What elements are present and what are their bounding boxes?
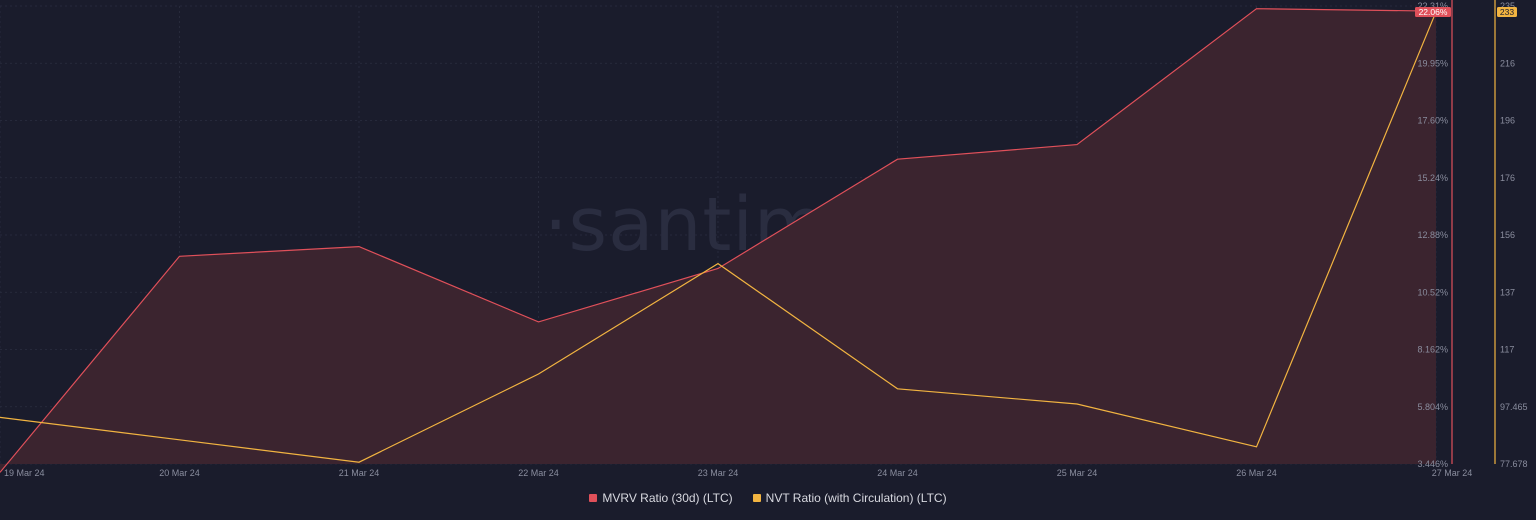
nvt-y-tick-label: 156 <box>1500 230 1515 240</box>
nvt-y-tick-label: 77.678 <box>1500 459 1528 469</box>
mvrv-y-tick-label: 5.804% <box>1417 402 1448 412</box>
mvrv-y-tick-label: 17.60% <box>1417 116 1448 126</box>
mvrv-last-value-text: 22.06% <box>1419 7 1448 17</box>
x-tick-label: 26 Mar 24 <box>1236 468 1277 478</box>
nvt-legend-swatch <box>752 494 761 502</box>
mvrv-y-tick-label: 8.162% <box>1417 345 1448 355</box>
mvrv-series-line[interactable] <box>0 8 1437 473</box>
x-tick-label: 27 Mar 24 <box>1432 468 1473 478</box>
mvrv-y-tick-label: 22.31% <box>1417 1 1448 11</box>
legend-label-mvrv: MVRV Ratio (30d) (LTC) <box>602 491 733 505</box>
mvrv-y-tick-label: 10.52% <box>1417 287 1448 297</box>
x-tick-label: 21 Mar 24 <box>339 468 380 478</box>
x-tick-label: 23 Mar 24 <box>698 468 739 478</box>
legend: MVRV Ratio (30d) (LTC) NVT Ratio (with C… <box>0 491 1536 505</box>
nvt-y-axis-ticks: 77.678 97.465 117 137 156 176 196 216 235 <box>1500 1 1528 469</box>
nvt-y-tick-label: 235 <box>1500 1 1515 11</box>
mvrv-y-axis-ticks: 3.446% 5.804% 8.162% 10.52% 12.88% 15.24% 17.6… <box>1417 1 1448 469</box>
mvrv-area-fill <box>0 8 1436 473</box>
mvrv-y-tick-label: 15.24% <box>1417 173 1448 183</box>
nvt-y-tick-label: 117 <box>1500 345 1514 355</box>
mvrv-y-tick-label: 3.446% <box>1417 459 1448 469</box>
x-tick-label: 20 Mar 24 <box>159 468 200 478</box>
x-tick-label: 24 Mar 24 <box>877 468 918 478</box>
nvt-series-line[interactable] <box>0 11 1437 463</box>
x-axis-ticks: 19 Mar 24 20 Mar 24 21 Mar 24 22 Mar 24 23 M… <box>4 468 1472 478</box>
x-tick-label: 22 Mar 24 <box>518 468 559 478</box>
legend-label-nvt: NVT Ratio (with Circulation) (LTC) <box>765 491 947 505</box>
legend-item-nvt[interactable]: NVT Ratio (with Circulation) (LTC) <box>752 491 947 505</box>
mvrv-y-tick-label: 12.88% <box>1417 230 1448 240</box>
legend-item-mvrv[interactable]: MVRV Ratio (30d) (LTC) <box>589 491 733 505</box>
nvt-y-tick-label: 216 <box>1500 58 1515 68</box>
chart-area: ·santiment· 19 Mar 24 20 Mar 24 21 Mar 24 2… <box>0 0 1528 478</box>
mvrv-legend-swatch <box>589 494 598 502</box>
nvt-y-tick-label: 137 <box>1500 287 1515 297</box>
nvt-y-tick-label: 196 <box>1500 116 1515 126</box>
x-tick-label: 25 Mar 24 <box>1057 468 1098 478</box>
last-value-badges: 22.06% 233 <box>1415 7 1517 17</box>
nvt-y-tick-label: 176 <box>1500 173 1515 183</box>
x-tick-label: 19 Mar 24 <box>4 468 45 478</box>
mvrv-last-value-badge <box>1415 7 1451 17</box>
mvrv-y-tick-label: 19.95% <box>1417 58 1448 68</box>
nvt-y-tick-label: 97.465 <box>1500 402 1528 412</box>
nvt-last-value-text: 233 <box>1500 7 1514 17</box>
nvt-last-value-badge <box>1497 7 1517 17</box>
